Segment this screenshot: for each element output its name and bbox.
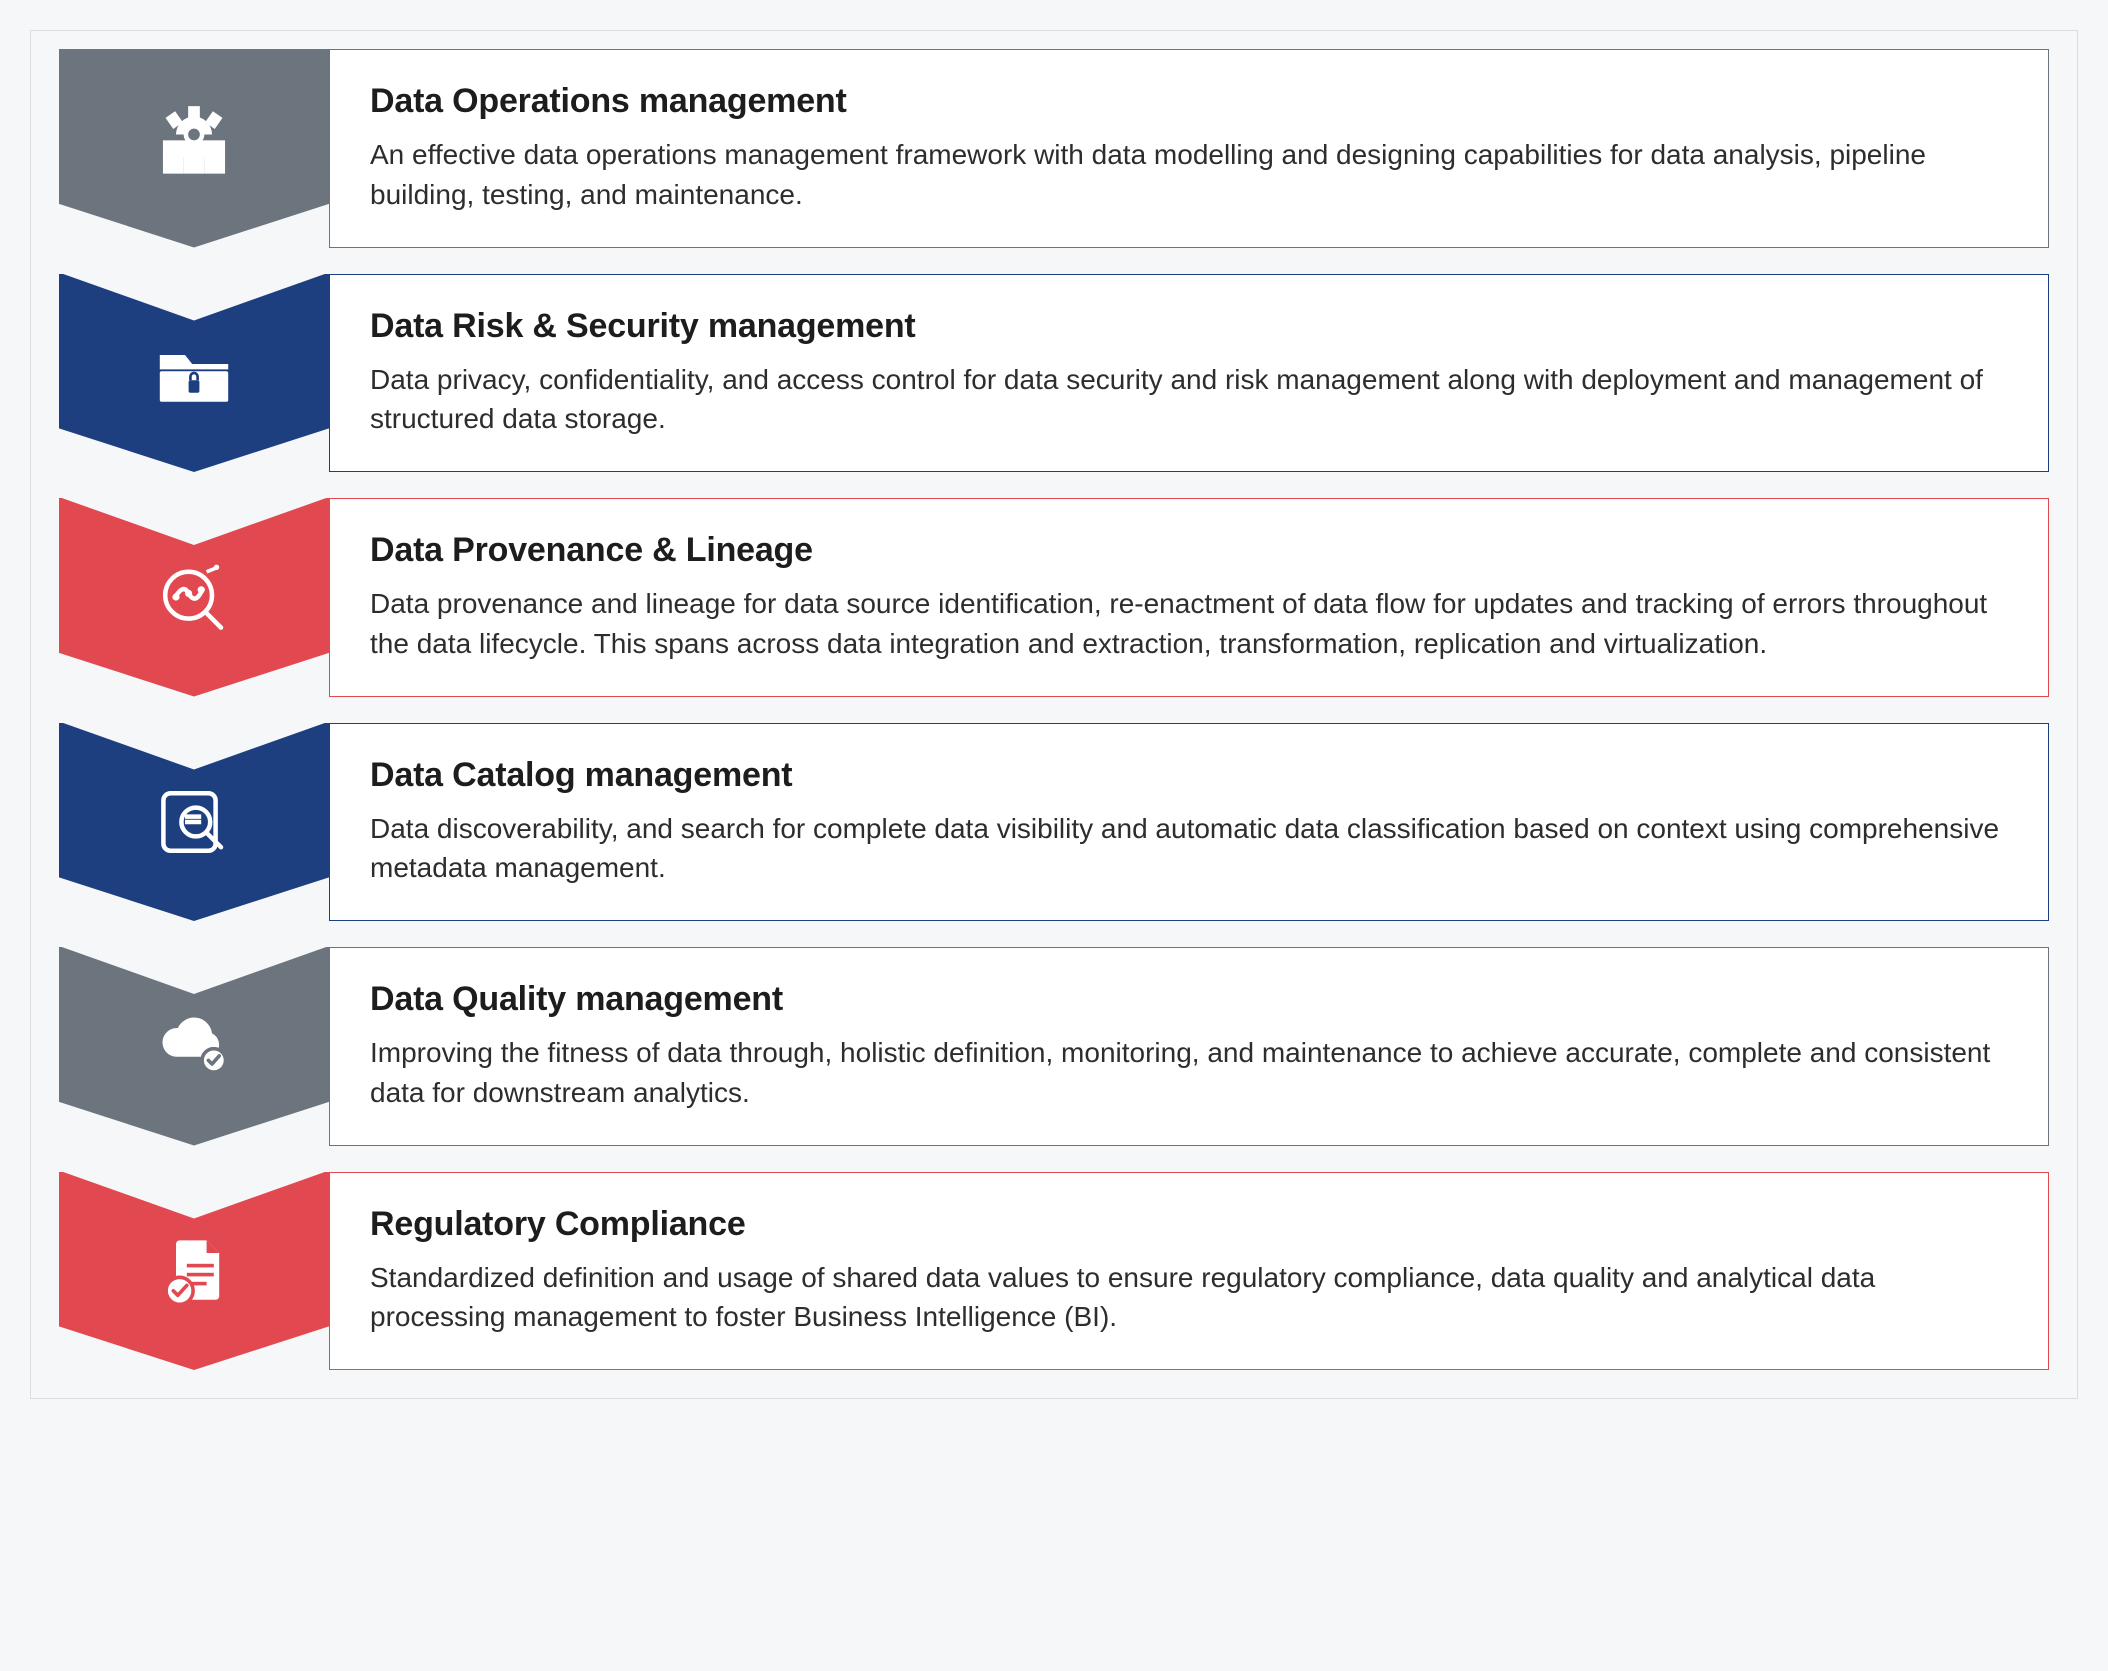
- compliance-doc-icon: [149, 1226, 239, 1316]
- infographic-row: Data Provenance & Lineage Data provenanc…: [59, 498, 2049, 697]
- card-title: Data Quality management: [370, 980, 2008, 1019]
- lineage-lens-icon: [149, 552, 239, 642]
- card-title: Data Operations management: [370, 82, 2008, 121]
- infographic-row: Data Operations management An effective …: [59, 49, 2049, 248]
- infographic-row: Data Catalog management Data discoverabi…: [59, 723, 2049, 922]
- card-description: Data discoverability, and search for com…: [370, 809, 2008, 889]
- info-card: Regulatory Compliance Standardized defin…: [329, 1172, 2049, 1371]
- card-description: Standardized definition and usage of sha…: [370, 1258, 2008, 1338]
- card-title: Regulatory Compliance: [370, 1205, 2008, 1244]
- card-description: An effective data operations management …: [370, 135, 2008, 215]
- card-description: Data provenance and lineage for data sou…: [370, 584, 2008, 664]
- chevron-badge: [59, 274, 329, 473]
- info-card: Data Risk & Security management Data pri…: [329, 274, 2049, 473]
- chevron-badge: [59, 49, 329, 248]
- chevron-badge: [59, 947, 329, 1146]
- infographic-row: Regulatory Compliance Standardized defin…: [59, 1172, 2049, 1371]
- chevron-badge: [59, 723, 329, 922]
- infographic-container: Data Operations management An effective …: [30, 30, 2078, 1399]
- chevron-badge: [59, 498, 329, 697]
- catalog-search-icon: [149, 777, 239, 867]
- info-card: Data Provenance & Lineage Data provenanc…: [329, 498, 2049, 697]
- secure-folder-icon: [149, 328, 239, 418]
- card-description: Data privacy, confidentiality, and acces…: [370, 360, 2008, 440]
- card-title: Data Catalog management: [370, 756, 2008, 795]
- info-card: Data Catalog management Data discoverabi…: [329, 723, 2049, 922]
- cloud-check-icon: [149, 1001, 239, 1091]
- card-title: Data Risk & Security management: [370, 307, 2008, 346]
- infographic-row: Data Quality management Improving the fi…: [59, 947, 2049, 1146]
- info-card: Data Quality management Improving the fi…: [329, 947, 2049, 1146]
- card-description: Improving the fitness of data through, h…: [370, 1033, 2008, 1113]
- data-operations-icon: [149, 103, 239, 193]
- card-title: Data Provenance & Lineage: [370, 531, 2008, 570]
- info-card: Data Operations management An effective …: [329, 49, 2049, 248]
- infographic-row: Data Risk & Security management Data pri…: [59, 274, 2049, 473]
- chevron-badge: [59, 1172, 329, 1371]
